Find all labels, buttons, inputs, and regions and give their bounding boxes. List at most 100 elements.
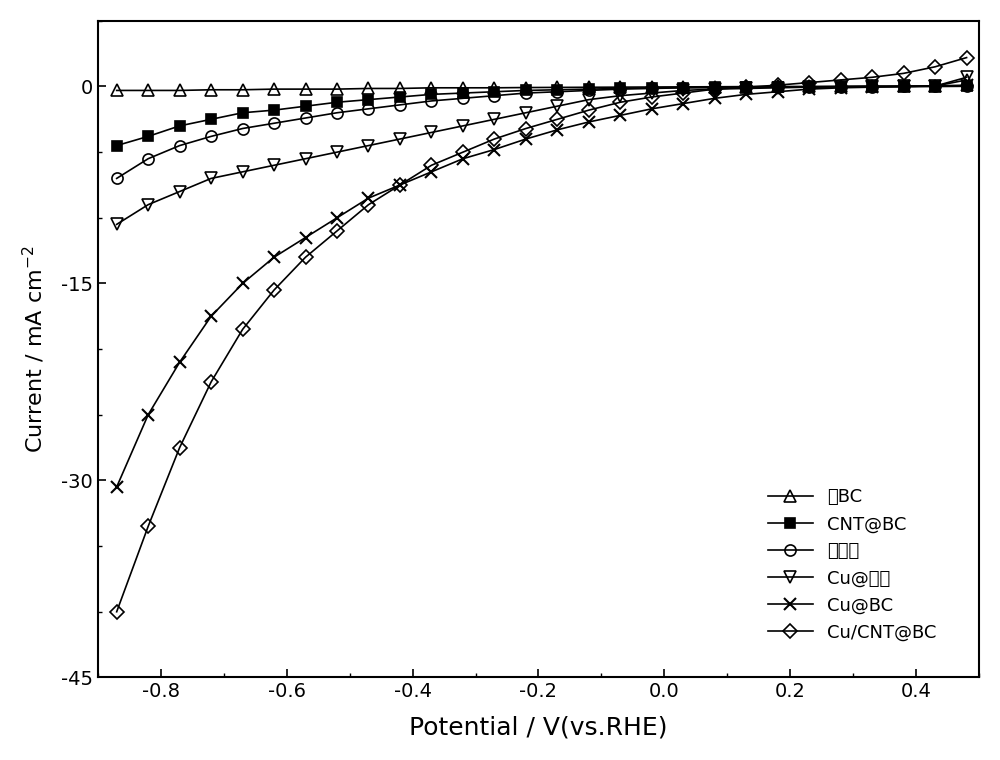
CNT@BC bbox=[803, 82, 815, 91]
绯碳布 bbox=[835, 82, 847, 91]
Cu@碳布 bbox=[142, 200, 154, 209]
绯碳布 bbox=[520, 88, 532, 97]
Cu/CNT@BC bbox=[331, 226, 343, 236]
Cu/CNT@BC bbox=[866, 73, 878, 82]
绯碳布 bbox=[205, 131, 217, 141]
Cu@碳布 bbox=[300, 154, 312, 163]
绯碳布 bbox=[300, 113, 312, 122]
Cu/CNT@BC bbox=[898, 69, 910, 78]
绯BC bbox=[425, 84, 437, 93]
绯BC bbox=[772, 82, 784, 91]
Cu@BC bbox=[457, 154, 469, 163]
Cu@BC bbox=[961, 81, 973, 90]
绯碳布 bbox=[709, 83, 721, 92]
Cu@BC bbox=[237, 279, 249, 288]
绯BC bbox=[488, 84, 500, 93]
X-axis label: Potential / V(vs.RHE): Potential / V(vs.RHE) bbox=[409, 715, 668, 739]
Line: 绯BC: 绯BC bbox=[111, 74, 972, 96]
Cu@BC bbox=[425, 167, 437, 176]
Cu@BC bbox=[520, 135, 532, 144]
绯碳布 bbox=[362, 104, 374, 113]
CNT@BC bbox=[583, 84, 595, 93]
绯碳布 bbox=[331, 108, 343, 117]
绯碳布 bbox=[174, 141, 186, 150]
Cu@BC bbox=[803, 84, 815, 93]
绯碳布 bbox=[772, 82, 784, 91]
Cu/CNT@BC bbox=[111, 607, 123, 616]
绯碳布 bbox=[929, 82, 941, 91]
Cu/CNT@BC bbox=[677, 88, 689, 97]
Cu/CNT@BC bbox=[803, 78, 815, 87]
Cu/CNT@BC bbox=[551, 115, 563, 124]
CNT@BC bbox=[205, 115, 217, 124]
Cu@碳布 bbox=[457, 122, 469, 131]
Cu/CNT@BC bbox=[614, 98, 626, 107]
CNT@BC bbox=[268, 106, 280, 115]
CNT@BC bbox=[740, 82, 752, 91]
Cu@碳布 bbox=[929, 81, 941, 90]
Cu@BC bbox=[268, 252, 280, 261]
Cu@碳布 bbox=[772, 84, 784, 93]
Cu@碳布 bbox=[551, 102, 563, 111]
Cu/CNT@BC bbox=[835, 75, 847, 84]
CNT@BC bbox=[929, 82, 941, 91]
Cu@BC bbox=[111, 483, 123, 492]
Cu/CNT@BC bbox=[740, 83, 752, 92]
Cu@BC bbox=[614, 111, 626, 120]
Cu@碳布 bbox=[362, 141, 374, 150]
绯碳布 bbox=[268, 119, 280, 128]
Cu/CNT@BC bbox=[268, 286, 280, 295]
Cu@碳布 bbox=[237, 167, 249, 176]
CNT@BC bbox=[772, 82, 784, 91]
绯BC bbox=[394, 84, 406, 93]
CNT@BC bbox=[142, 131, 154, 141]
Cu/CNT@BC bbox=[457, 147, 469, 157]
CNT@BC bbox=[646, 84, 658, 93]
绯碳布 bbox=[237, 124, 249, 133]
CNT@BC bbox=[237, 108, 249, 117]
Cu@BC bbox=[394, 180, 406, 189]
Cu/CNT@BC bbox=[961, 53, 973, 62]
绯碳布 bbox=[583, 86, 595, 95]
Cu@碳布 bbox=[488, 115, 500, 124]
绯BC bbox=[300, 84, 312, 93]
绯BC bbox=[331, 84, 343, 93]
Cu@BC bbox=[835, 84, 847, 93]
绯BC bbox=[740, 82, 752, 91]
Cu/CNT@BC bbox=[488, 135, 500, 144]
绯BC bbox=[614, 83, 626, 92]
Cu@BC bbox=[646, 104, 658, 113]
绯碳布 bbox=[961, 81, 973, 90]
Cu@BC bbox=[142, 410, 154, 420]
Cu@碳布 bbox=[111, 220, 123, 229]
CNT@BC bbox=[898, 82, 910, 91]
Y-axis label: Current / mA cm$^{-2}$: Current / mA cm$^{-2}$ bbox=[21, 245, 47, 453]
绯BC bbox=[174, 86, 186, 95]
CNT@BC bbox=[835, 82, 847, 91]
绯BC bbox=[111, 86, 123, 95]
绯BC bbox=[142, 86, 154, 95]
CNT@BC bbox=[866, 82, 878, 91]
Cu/CNT@BC bbox=[520, 124, 532, 133]
Cu@BC bbox=[300, 233, 312, 242]
Cu/CNT@BC bbox=[205, 378, 217, 387]
CNT@BC bbox=[300, 102, 312, 111]
Cu/CNT@BC bbox=[646, 93, 658, 102]
绯碳布 bbox=[551, 87, 563, 97]
Cu@BC bbox=[174, 358, 186, 367]
绯碳布 bbox=[142, 154, 154, 163]
绯BC bbox=[898, 81, 910, 90]
绯BC bbox=[803, 82, 815, 91]
绯碳布 bbox=[614, 84, 626, 93]
CNT@BC bbox=[677, 83, 689, 92]
绯碳布 bbox=[457, 93, 469, 103]
绯BC bbox=[835, 82, 847, 91]
Line: CNT@BC: CNT@BC bbox=[112, 81, 971, 150]
CNT@BC bbox=[362, 95, 374, 104]
绯BC bbox=[866, 81, 878, 90]
Cu@BC bbox=[205, 312, 217, 321]
Cu@碳布 bbox=[425, 128, 437, 137]
Cu@碳布 bbox=[803, 83, 815, 92]
Line: 绯碳布: 绯碳布 bbox=[111, 81, 972, 184]
Cu@碳布 bbox=[268, 160, 280, 169]
